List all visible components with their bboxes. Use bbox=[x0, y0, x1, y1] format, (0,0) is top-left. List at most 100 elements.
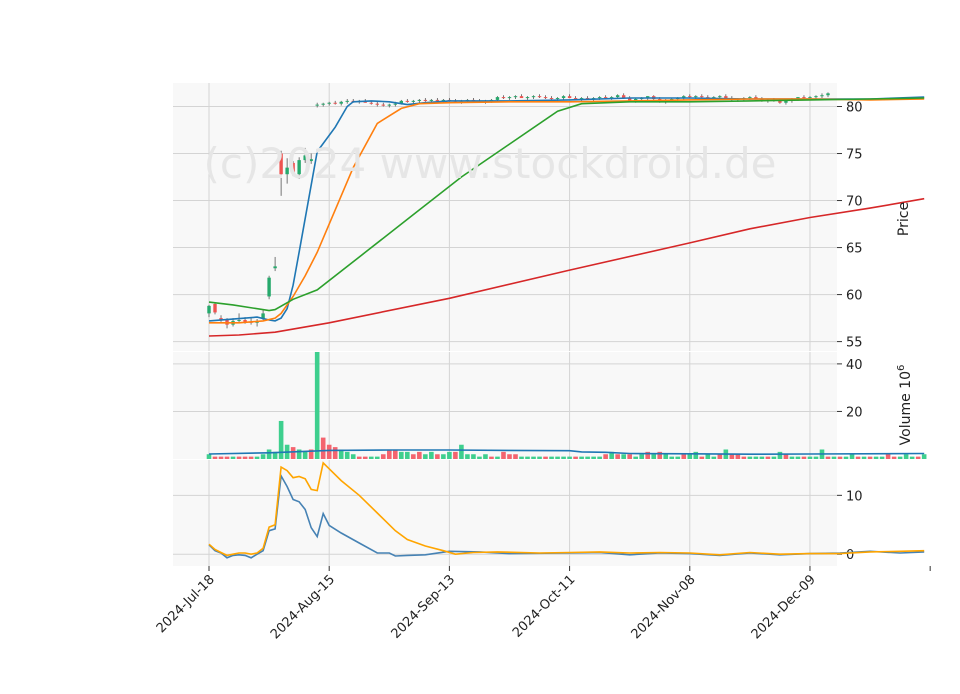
moving-average-4 bbox=[208, 197, 925, 337]
x-axis: 2024-Jul-18 2024-Aug-15 2024-Sep-13 2024-Oc… bbox=[154, 566, 931, 642]
volume-bar bbox=[314, 352, 320, 459]
candle-body bbox=[694, 96, 698, 98]
candle-body bbox=[369, 102, 373, 104]
candle-body bbox=[327, 102, 331, 104]
candle-body bbox=[621, 95, 626, 99]
volume-bar bbox=[483, 454, 488, 459]
candle-body bbox=[688, 96, 692, 98]
volume-bar bbox=[789, 456, 795, 459]
moving-average-2 bbox=[209, 98, 925, 324]
volume-bar bbox=[206, 454, 212, 459]
volume-bar bbox=[278, 420, 284, 459]
candle-body bbox=[627, 98, 632, 101]
candle-body bbox=[291, 162, 295, 173]
x-tick-label: 2024-Sep-13 bbox=[389, 572, 459, 642]
candle-body bbox=[213, 303, 217, 313]
volume-bar bbox=[561, 456, 566, 459]
candle-body bbox=[724, 96, 728, 99]
candle-body bbox=[802, 97, 806, 99]
candle-body bbox=[321, 103, 325, 105]
volume-bar bbox=[248, 456, 254, 459]
volume-bar bbox=[891, 456, 897, 459]
volume-bar bbox=[699, 456, 705, 459]
volume-bar bbox=[308, 449, 314, 459]
volume-bar bbox=[909, 456, 915, 459]
volume-bar bbox=[849, 454, 855, 459]
volume-bar bbox=[417, 451, 422, 459]
candle-body bbox=[567, 96, 572, 99]
price-ytick-label: 70 bbox=[846, 195, 863, 210]
volume-bar bbox=[645, 451, 651, 459]
candle-body bbox=[309, 159, 313, 162]
volume-bar bbox=[639, 454, 644, 459]
volume-bar bbox=[795, 456, 801, 459]
candle-body bbox=[597, 97, 602, 99]
volume-bar bbox=[393, 449, 398, 459]
volume-bar bbox=[813, 456, 819, 459]
volume-bar bbox=[807, 456, 813, 459]
candle-body bbox=[820, 95, 824, 97]
candle-body bbox=[411, 100, 416, 102]
volume-average-line bbox=[208, 449, 925, 456]
candle-body bbox=[579, 98, 584, 100]
candle-body bbox=[297, 160, 301, 175]
volume-bar bbox=[885, 454, 891, 459]
candle-body bbox=[381, 104, 385, 106]
volume-bar bbox=[663, 454, 669, 459]
volume-bar bbox=[753, 456, 759, 459]
volume-bar bbox=[356, 456, 362, 459]
candle-body bbox=[537, 96, 542, 98]
volume-bar bbox=[717, 454, 723, 459]
volume-bar bbox=[903, 454, 909, 459]
volume-bar bbox=[579, 456, 584, 459]
candle-body bbox=[573, 98, 578, 100]
volume-bar bbox=[525, 456, 530, 459]
volume-bar bbox=[801, 456, 807, 459]
candle-body bbox=[273, 266, 277, 269]
candle-body bbox=[405, 100, 410, 102]
volume-bar bbox=[296, 449, 302, 459]
volume-bar bbox=[597, 456, 602, 459]
volume-bar bbox=[405, 451, 410, 459]
volume-bar bbox=[879, 456, 885, 459]
candle-body bbox=[345, 100, 349, 102]
volume-bar bbox=[747, 456, 753, 459]
volume-bar bbox=[915, 456, 921, 459]
volume-bar bbox=[843, 456, 849, 459]
candle-body bbox=[279, 153, 283, 175]
x-tick-label: 2024-Aug-15 bbox=[268, 572, 338, 642]
volume-bar bbox=[669, 456, 675, 459]
volume-bar bbox=[615, 454, 620, 459]
candle-body bbox=[237, 319, 241, 321]
candle-body bbox=[315, 104, 319, 106]
volume-bar bbox=[675, 456, 681, 459]
oscillator-background bbox=[173, 460, 837, 566]
x-tick-label: 2024-Nov-08 bbox=[629, 572, 699, 642]
candle-body bbox=[261, 313, 265, 320]
volume-bar bbox=[693, 451, 699, 459]
volume-bar bbox=[423, 454, 428, 459]
volume-bar bbox=[429, 451, 434, 459]
volume-bar bbox=[380, 454, 386, 459]
volume-bar bbox=[627, 454, 632, 459]
candle-body bbox=[814, 96, 818, 98]
candle-body bbox=[219, 318, 223, 320]
x-tick-label: 2024-Oct-11 bbox=[510, 572, 578, 640]
volume-bar bbox=[573, 456, 578, 459]
volume-bar bbox=[765, 456, 771, 459]
candle-body bbox=[495, 97, 500, 100]
candle-body bbox=[267, 277, 271, 297]
price-ytick-label: 65 bbox=[846, 242, 863, 257]
volume-bar bbox=[603, 454, 608, 459]
volume-bar bbox=[585, 456, 590, 459]
candle-body bbox=[333, 102, 337, 104]
volume-bar bbox=[272, 451, 278, 459]
oscillator-ytick-label: 10 bbox=[846, 489, 863, 504]
price-panel: 55 60 65 70 75 80 bbox=[173, 83, 925, 351]
candle-body bbox=[387, 104, 391, 106]
volume-bar bbox=[549, 456, 554, 459]
volume-bar bbox=[861, 456, 867, 459]
volume-bar bbox=[681, 454, 687, 459]
